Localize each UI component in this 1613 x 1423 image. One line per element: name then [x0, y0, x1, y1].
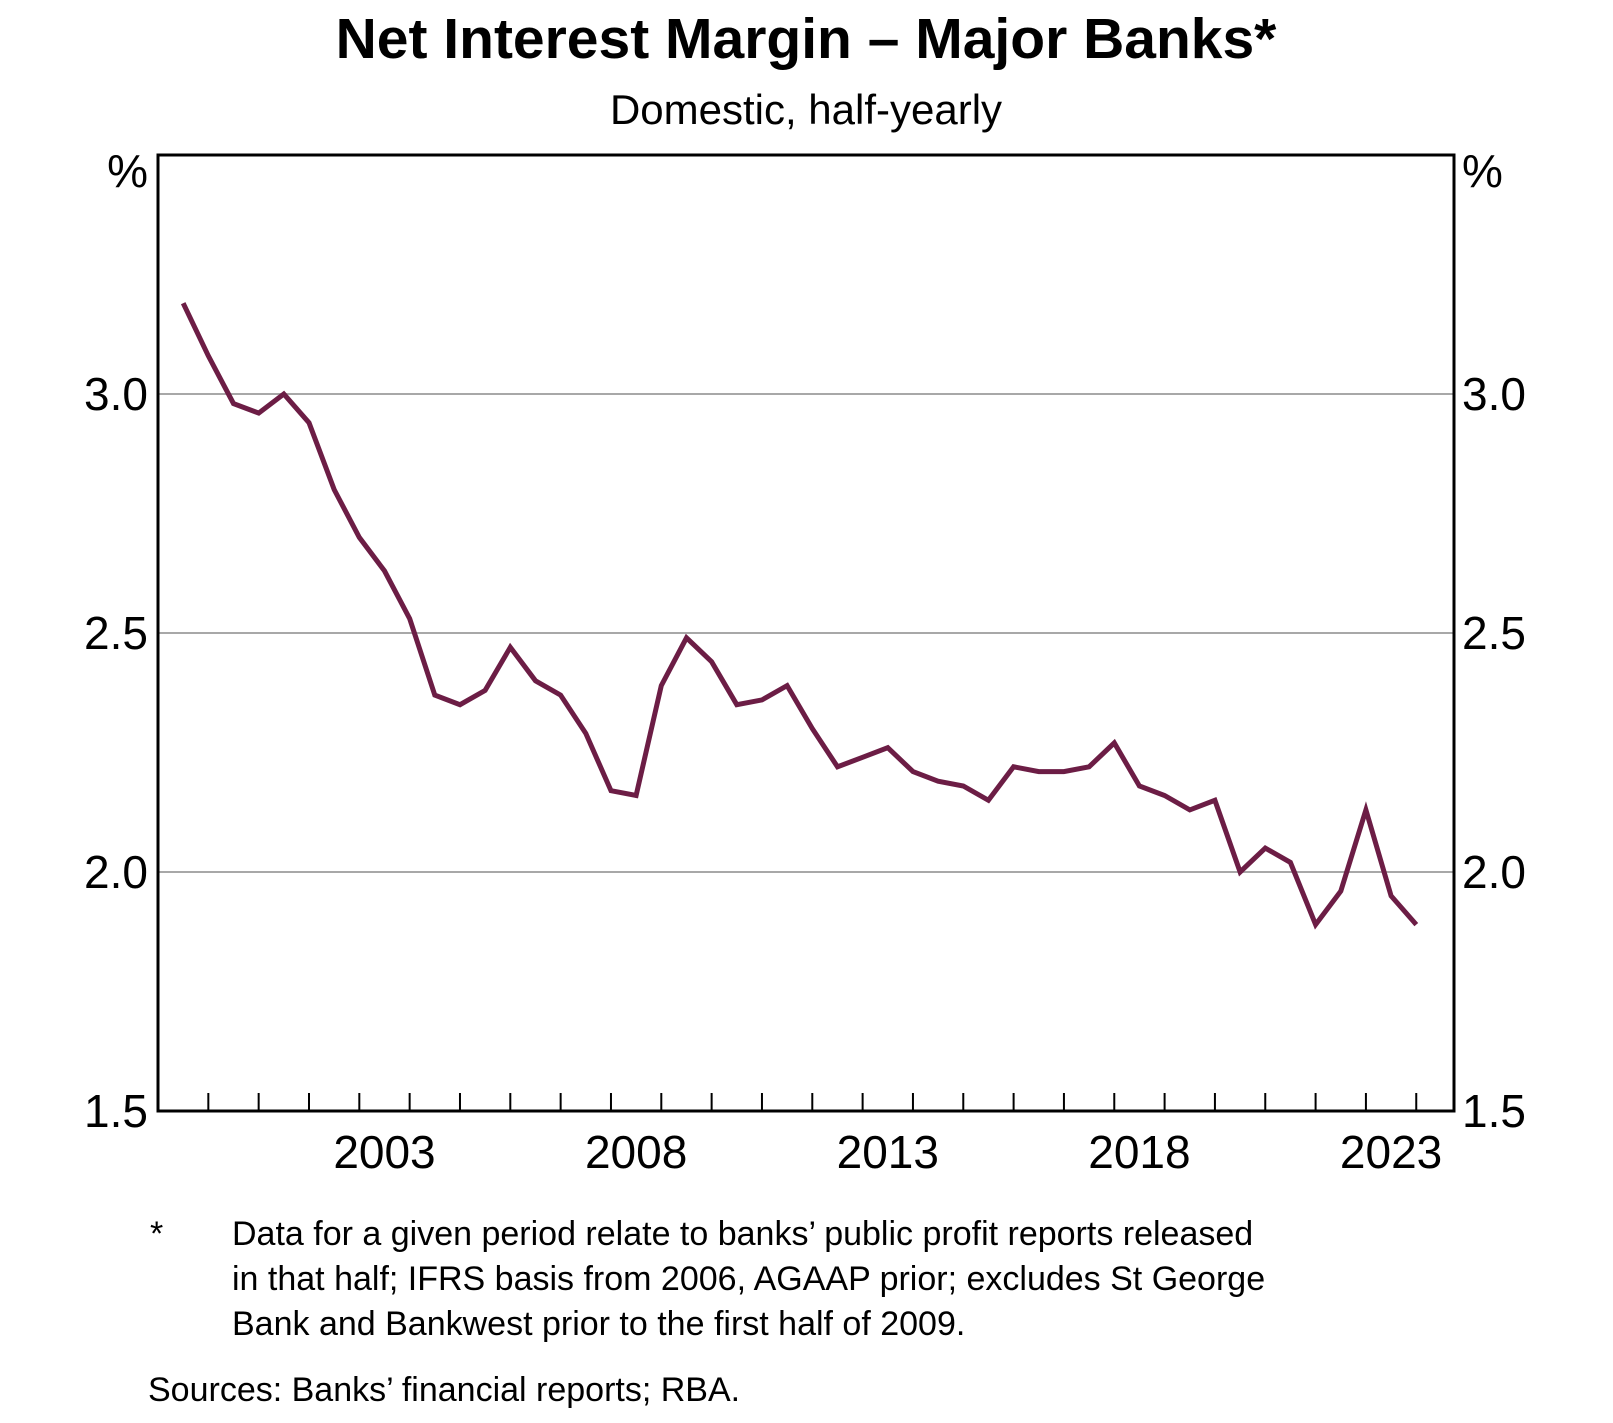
footnote-line-2: in that half; IFRS basis from 2006, AGAA…: [232, 1260, 1266, 1298]
x-tick-label: 2023: [1339, 1126, 1443, 1178]
y-axis-unit-left: %: [107, 145, 148, 197]
y-tick-label-left: 2.5: [84, 607, 148, 659]
footnote-text: Data for a given period relate to banks’…: [232, 1212, 1412, 1347]
footnote-marker: *: [150, 1215, 164, 1253]
sources-text: Sources: Banks’ financial reports; RBA.: [148, 1371, 741, 1409]
chart-title: Net Interest Margin – Major Banks*: [335, 7, 1277, 71]
y-tick-label-right: 2.5: [1462, 607, 1526, 659]
y-tick-label-right: 3.0: [1462, 368, 1526, 420]
x-tick-label: 2013: [836, 1126, 939, 1178]
footnote-line-3: Bank and Bankwest prior to the first hal…: [232, 1305, 966, 1343]
x-tick-label: 2003: [333, 1126, 436, 1178]
nim-series-line: [180, 302, 1419, 930]
footnote-line-1: Data for a given period relate to banks’…: [232, 1215, 1254, 1253]
y-tick-label-right: 2.0: [1462, 846, 1526, 898]
y-tick-label-left: 2.0: [84, 846, 148, 898]
y-axis-unit-right: %: [1462, 145, 1503, 197]
x-tick-label: 2008: [584, 1126, 688, 1178]
plot-frame: [156, 153, 1456, 1113]
x-tick-label: 2018: [1088, 1126, 1191, 1178]
y-tick-label-left: 3.0: [84, 368, 148, 420]
y-tick-label-right: 1.5: [1462, 1085, 1526, 1137]
y-tick-label-left: 1.5: [84, 1085, 148, 1137]
chart-subtitle: Domestic, half-yearly: [609, 86, 1003, 133]
